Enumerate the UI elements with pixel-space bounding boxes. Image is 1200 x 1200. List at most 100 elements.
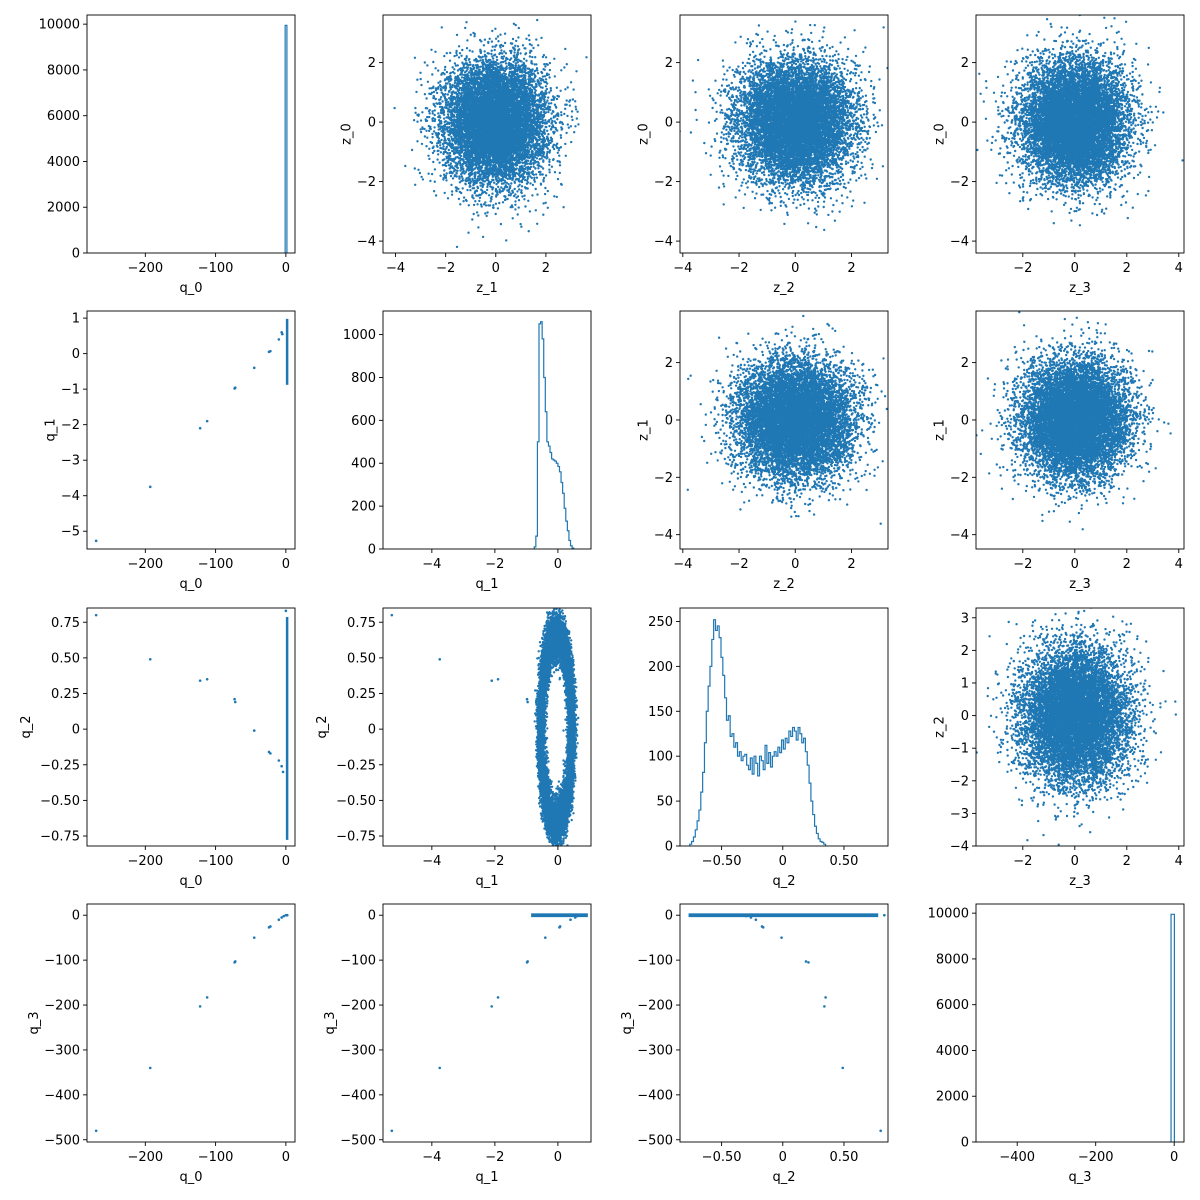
x-tick-label: 0: [554, 854, 562, 869]
scatter-point: [841, 1066, 845, 1070]
y-tick-label: 1000: [343, 328, 376, 343]
subplot-1-1: −4 −2 0 0 200 400 600 800 1000 q_1: [343, 310, 592, 592]
scatter-point: [252, 366, 256, 370]
x-tick-label: −200: [127, 1150, 163, 1165]
y-tick-label: 0: [961, 413, 969, 428]
axes-frame: [86, 14, 296, 254]
scatter-point: [496, 677, 500, 681]
scatter-point: [148, 658, 152, 661]
y-tick-label: −0.50: [40, 794, 80, 809]
subplot-0-1: −4 −2 0 2 −4 −2 0 2 z_1 z_0: [340, 14, 592, 296]
scatter-point: [252, 936, 256, 939]
axes-frame: [86, 607, 296, 847]
scatter-cloud: [976, 608, 1177, 846]
y-tick-label: 0: [368, 723, 376, 738]
y-tick-label: 6000: [47, 109, 80, 124]
scatter-point: [233, 960, 237, 963]
x-tick-label: 0: [779, 854, 787, 869]
y-tick-label: 0: [665, 116, 673, 131]
x-tick-label: 0: [282, 1150, 290, 1165]
y-tick-label: −0.75: [40, 830, 80, 845]
axes-frame: [679, 310, 889, 550]
plot-area: [390, 913, 588, 1133]
x-tick-label: 0: [1170, 1150, 1178, 1165]
plot-area: [284, 24, 288, 253]
scatter-point: [269, 752, 272, 755]
x-tick-label: −4: [386, 261, 405, 276]
y-tick-label: −200: [44, 999, 80, 1014]
x-tick-label: 2: [542, 261, 550, 276]
axes-frame: [679, 903, 889, 1143]
histogram-step: [533, 321, 575, 549]
x-tick-label: −200: [127, 854, 163, 869]
axes-frame: [679, 607, 889, 847]
y-axis-label: q_2: [19, 715, 34, 738]
y-tick-label: 0: [665, 840, 673, 855]
y-tick-label: 0.75: [51, 616, 80, 631]
axes-frame: [86, 310, 296, 550]
axes-frame: [975, 310, 1185, 550]
subplot-3-2: −0.50 0 0.50 −500 −400 −300 −200 −100 0 q_2 q_3: [620, 903, 889, 1185]
y-tick-label: −400: [340, 1088, 376, 1103]
y-tick-label: −3: [61, 454, 80, 469]
x-tick-label: 0: [282, 854, 290, 869]
x-tick-label: 0: [1071, 557, 1079, 572]
x-tick-label: 2: [1123, 854, 1131, 869]
y-axis-label: z_0: [933, 123, 948, 145]
y-tick-label: 0.50: [51, 651, 80, 666]
scatter-point: [569, 918, 572, 922]
x-axis-label: q_0: [179, 577, 202, 592]
y-tick-label: −2: [654, 471, 673, 486]
y-tick-label: −1: [61, 383, 80, 398]
scatter-cloud: [686, 314, 888, 525]
scatter-point: [281, 332, 284, 336]
scatter-point: [281, 770, 285, 774]
x-axis-label: z_3: [1069, 874, 1091, 889]
y-tick-label: 2: [665, 56, 673, 71]
x-tick-label: −2: [729, 261, 748, 276]
x-tick-label: 0: [1071, 854, 1079, 869]
subplot-2-0: −200 −100 0 −0.75 −0.50 −0.25 0 0.25 0.50 0.75 q_0…: [19, 607, 296, 889]
plot-area: [94, 609, 289, 840]
y-tick-label: 6000: [936, 998, 969, 1013]
subplot-1-3: −2 0 2 4 −4 −2 0 2 z_3 z_1: [933, 310, 1185, 592]
scatter-point: [823, 1005, 826, 1008]
scatter-point: [883, 913, 886, 917]
x-tick-label: −0.50: [702, 854, 742, 869]
x-tick-label: 0: [779, 1150, 787, 1165]
plot-area: [976, 15, 1184, 227]
y-tick-label: 4000: [47, 155, 80, 170]
subplot-0-0: −200 −100 0 0 2000 4000 6000 8000 10000 q_0: [39, 14, 296, 296]
axes-frame: [679, 14, 889, 254]
scatter-point: [233, 697, 236, 701]
scatter-point: [390, 613, 394, 617]
scatter-cloud: [393, 18, 588, 249]
scatter-point: [205, 419, 209, 423]
scatter-dense-band: [285, 616, 289, 840]
plot-area: [689, 619, 827, 846]
x-tick-label: −4: [422, 854, 441, 869]
y-tick-label: 2000: [47, 201, 80, 216]
histogram-step: [689, 619, 827, 846]
subplot-1-0: −200 −100 0 −5 −4 −3 −2 −1 0 1 q_0 q_1: [44, 310, 296, 592]
y-axis-label: q_2: [315, 715, 330, 738]
y-axis-label: q_3: [620, 1011, 635, 1034]
scatter-point: [94, 1129, 98, 1133]
x-tick-label: −4: [673, 557, 692, 572]
scatter-point: [780, 936, 783, 939]
y-axis-label: z_1: [637, 419, 652, 441]
y-axis-label: q_3: [27, 1011, 42, 1034]
y-tick-label: −200: [637, 999, 673, 1014]
y-tick-label: −2: [357, 175, 376, 190]
y-tick-label: 0: [368, 909, 376, 924]
x-axis-label: q_0: [179, 874, 202, 889]
plot-area: [686, 314, 888, 525]
y-tick-label: −400: [44, 1088, 80, 1103]
x-axis-label: q_1: [475, 1170, 498, 1185]
scatter-point: [879, 1129, 882, 1133]
x-axis-label: q_1: [475, 874, 498, 889]
subplot-2-3: −2 0 2 4 −4 −3 −2 −1 0 1 2 3 z_3 z_2: [933, 607, 1185, 889]
y-tick-label: −4: [654, 528, 673, 543]
scatter-point: [824, 996, 827, 999]
